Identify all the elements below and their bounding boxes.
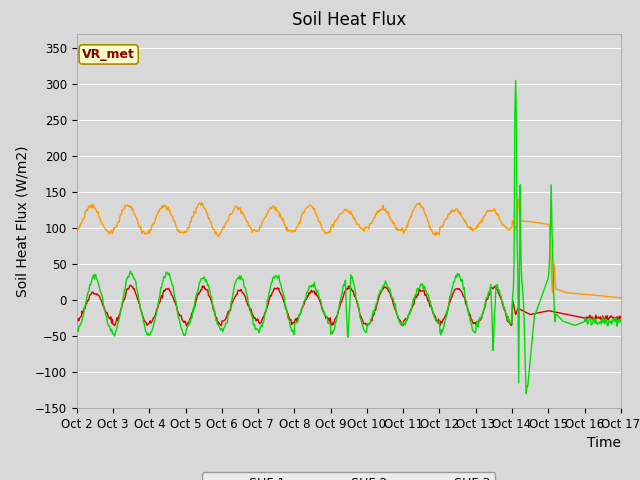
SHF 3 bbox=[415, 286, 422, 291]
Y-axis label: Soil Heat Flux (W/m2): Soil Heat Flux (W/m2) bbox=[15, 145, 29, 297]
Legend: SHF 1, SHF 2, SHF 3: SHF 1, SHF 2, SHF 3 bbox=[202, 472, 495, 480]
SHF 2 bbox=[83, 206, 90, 212]
SHF 2 bbox=[139, 229, 147, 235]
SHF 1 bbox=[433, 318, 440, 324]
Title: Soil Heat Flux: Soil Heat Flux bbox=[292, 11, 406, 29]
Line: SHF 3: SHF 3 bbox=[77, 80, 621, 394]
SHF 3 bbox=[83, 295, 90, 301]
SHF 1 bbox=[73, 317, 81, 323]
SHF 3 bbox=[617, 319, 625, 325]
SHF 1 bbox=[140, 315, 147, 321]
SHF 2 bbox=[223, 220, 230, 226]
SHF 1 bbox=[83, 300, 90, 306]
X-axis label: Time: Time bbox=[587, 436, 621, 450]
SHF 1 bbox=[417, 288, 424, 294]
SHF 1 bbox=[196, 289, 204, 295]
SHF 1 bbox=[224, 309, 232, 314]
SHF 2 bbox=[415, 202, 422, 207]
SHF 1 bbox=[617, 313, 625, 319]
SHF 3 bbox=[522, 391, 530, 396]
SHF 3 bbox=[194, 288, 202, 294]
SHF 2 bbox=[431, 232, 438, 238]
SHF 2 bbox=[194, 202, 202, 208]
Line: SHF 1: SHF 1 bbox=[77, 285, 621, 326]
SHF 1 bbox=[127, 282, 134, 288]
SHF 3 bbox=[73, 327, 81, 333]
SHF 2 bbox=[617, 295, 625, 300]
SHF 3 bbox=[223, 320, 230, 326]
SHF 2 bbox=[73, 228, 81, 234]
SHF 3 bbox=[431, 315, 438, 321]
Text: VR_met: VR_met bbox=[82, 48, 135, 61]
SHF 3 bbox=[139, 312, 147, 318]
SHF 3 bbox=[512, 77, 520, 84]
SHF 2 bbox=[514, 196, 522, 202]
SHF 1 bbox=[182, 323, 190, 329]
Line: SHF 2: SHF 2 bbox=[77, 199, 621, 298]
